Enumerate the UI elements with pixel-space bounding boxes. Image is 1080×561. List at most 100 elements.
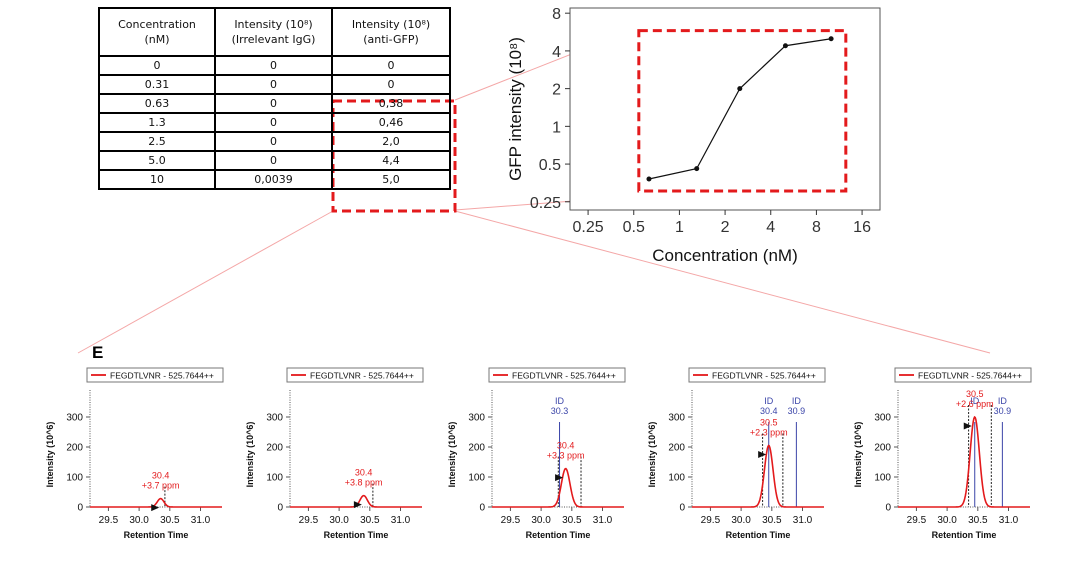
y-tick-label: 0.25 [530,195,561,212]
xic-chromatogram-2: FEGDTLVNR - 525.7644++ 0 100 200 300 29.5 30.0… [245,367,424,540]
concentration-intensity-table: Concentration (nM) Intensity (10⁸) (Irrele… [98,7,451,190]
x-tick-label: 31.0 [391,515,411,526]
y-tick-label: 300 [468,413,485,424]
y-tick-label: 0 [77,503,83,514]
xic-chromatogram-1: FEGDTLVNR - 525.7644++ 0 100 200 300 29.5 30.0… [45,367,224,540]
y-axis-title: Intensity (10^6) [647,422,657,488]
data-point [782,43,788,49]
table-cell: 0 [214,131,333,152]
gfp-intensity-line-chart: 0.25 0.5 1 2 4 8 16 0.25 0.5 1 2 4 8 Concentration (n… [506,6,881,265]
table-cell: 10 [98,169,216,190]
legend-label: FEGDTLVNR - 525.7644++ [712,371,816,381]
apex-rt-label: 30.5 [760,418,778,428]
legend-box [286,367,424,383]
y-tick-label: 4 [552,44,561,61]
x-tick-label: 30.0 [731,515,751,526]
table-cell: 0 [331,55,451,76]
header-line: (nM) [144,33,170,46]
chromatogram-peak [692,444,824,508]
apex-rt-label: 30.4 [355,468,373,478]
y-tick-label: 100 [468,473,485,484]
y-tick-label: 100 [874,473,891,484]
x-tick-label: 30.5 [762,515,782,526]
ppm-label: +2.3 ppm [750,428,788,438]
y-tick-label: 300 [874,413,891,424]
legend-box [894,367,1032,383]
panel-label-e: E [92,343,104,362]
x-tick-label: 29.5 [99,515,119,526]
y-tick-label: 100 [668,473,685,484]
table-header-row: Concentration (nM) Intensity (10⁸) (Irrele… [98,7,451,57]
table-cell: 5.0 [98,150,216,171]
y-tick-label: 300 [66,413,83,424]
data-point [828,36,834,42]
y-axis-title: Intensity (10^6) [447,422,457,488]
id-line-value: 30.9 [788,406,806,416]
plot-frame [569,7,881,211]
x-axis-title: Concentration (nM) [652,246,798,265]
id-line-value: 30.3 [551,406,569,416]
x-tick-label: 1 [675,219,684,236]
x-tick-label: 30.0 [937,515,957,526]
x-tick-label: 0.5 [623,219,645,236]
x-tick-label: 30.5 [562,515,582,526]
data-point [646,176,652,182]
table-row: 1.3 0 0,46 [98,112,451,133]
data-point [737,86,743,92]
x-tick-label: 0.25 [573,219,604,236]
x-tick-label: 4 [766,219,775,236]
x-axis-title: Retention Time [932,530,997,540]
table-cell: 4,4 [331,150,451,171]
header-irrelevant-igg: Intensity (10⁸) (Irrelevant IgG) [214,7,333,57]
table-row: 0.63 0 0,38 [98,93,451,114]
y-tick-label: 0 [679,503,685,514]
x-tick-label: 30.0 [129,515,149,526]
y-tick-label: 300 [668,413,685,424]
y-axis-title: Intensity (10^6) [45,422,55,488]
table-cell: 0 [98,55,216,76]
header-line: (Irrelevant IgG) [231,33,316,46]
table-cell: 0 [214,93,333,114]
y-axis-title: GFP intensity (10⁸) [506,37,525,181]
xic-chromatogram-4: FEGDTLVNR - 525.7644++ 0 100 200 300 29.5 30.0… [647,367,826,540]
table-row: 2.5 0 2,0 [98,131,451,152]
x-tick-label: 16 [853,219,871,236]
table-cell: 2.5 [98,131,216,152]
header-line: (anti-GFP) [363,33,419,46]
apex-marker [758,451,767,458]
y-tick-label: 200 [468,443,485,454]
apex-rt-label: 30.4 [152,471,170,481]
table-cell: 0 [214,150,333,171]
chromatogram-peak [90,497,222,508]
ppm-label: +3.7 ppm [142,481,180,491]
xic-chromatogram-3: FEGDTLVNR - 525.7644++ 0 100 200 300 29.5 30.0… [447,367,626,540]
id-line-label: ID [555,396,565,406]
x-axis-title: Retention Time [526,530,591,540]
y-tick-label: 0.5 [539,157,561,174]
x-tick-label: 2 [721,219,730,236]
legend-label: FEGDTLVNR - 525.7644++ [310,371,414,381]
x-axis-title: Retention Time [124,530,189,540]
table-cell: 0 [214,74,333,95]
x-tick-label: 31.0 [191,515,211,526]
connector-line [77,210,334,354]
table-cell: 2,0 [331,131,451,152]
table-cell: 0.63 [98,93,216,114]
id-line-label: ID [792,396,802,406]
x-tick-label: 30.0 [531,515,551,526]
highlight-box [637,29,848,193]
x-tick-label: 29.5 [501,515,521,526]
y-tick-label: 100 [66,473,83,484]
y-tick-label: 0 [479,503,485,514]
x-tick-label: 30.5 [968,515,988,526]
x-tick-label: 31.0 [593,515,613,526]
table-cell: 0 [214,55,333,76]
y-tick-label: 0 [277,503,283,514]
table-cell: 5,0 [331,169,451,190]
table-cell: 0.31 [98,74,216,95]
legend-box [488,367,626,383]
x-tick-label: 8 [812,219,821,236]
table-cell: 0,0039 [214,169,333,190]
data-point [694,166,700,172]
